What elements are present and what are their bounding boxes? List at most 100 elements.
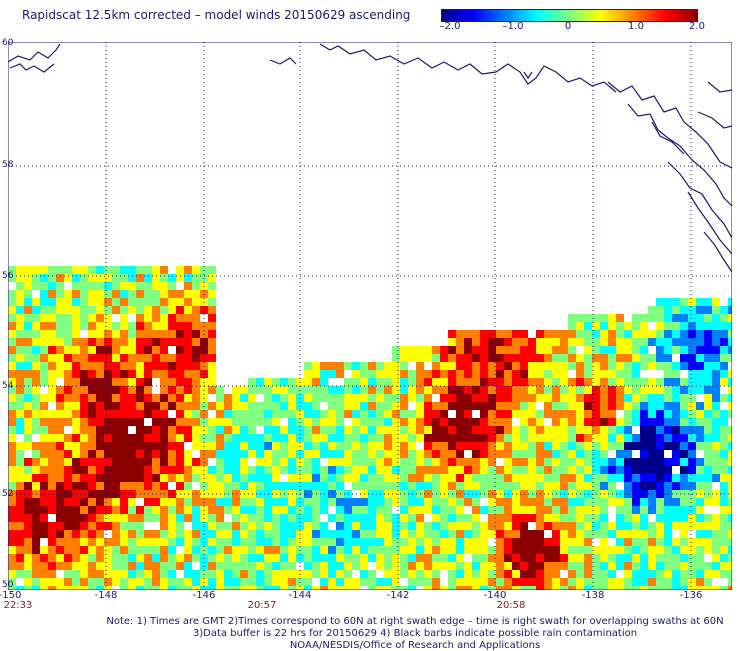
wind-cell <box>416 346 424 354</box>
wind-cell <box>272 450 280 458</box>
wind-cell <box>640 466 648 474</box>
wind-cell <box>392 586 400 590</box>
wind-cell <box>176 322 184 330</box>
wind-cell <box>248 434 256 442</box>
wind-cell <box>48 562 56 570</box>
wind-cell <box>688 498 696 506</box>
wind-cell <box>168 570 176 578</box>
wind-cell <box>496 466 504 474</box>
wind-cell <box>552 514 560 522</box>
wind-cell <box>80 346 88 354</box>
wind-cell <box>136 530 144 538</box>
wind-cell <box>536 386 544 394</box>
wind-cell <box>144 322 152 330</box>
wind-cell <box>456 426 464 434</box>
wind-cell <box>208 546 216 554</box>
wind-cell <box>704 538 712 546</box>
wind-cell <box>336 458 344 466</box>
wind-cell <box>448 530 456 538</box>
wind-cell <box>680 442 688 450</box>
wind-cell <box>376 522 384 530</box>
wind-cell <box>520 482 528 490</box>
wind-cell <box>624 330 632 338</box>
wind-cell <box>592 442 600 450</box>
wind-cell <box>680 546 688 554</box>
wind-cell <box>488 522 496 530</box>
wind-cell <box>304 386 312 394</box>
wind-cell <box>696 482 704 490</box>
wind-cell <box>72 266 80 274</box>
wind-cell <box>336 418 344 426</box>
wind-cell <box>696 410 704 418</box>
wind-cell <box>176 370 184 378</box>
wind-cell <box>344 410 352 418</box>
wind-cell <box>680 522 688 530</box>
wind-cell <box>96 426 104 434</box>
wind-cell <box>264 426 272 434</box>
wind-cell <box>120 442 128 450</box>
wind-cell <box>96 378 104 386</box>
wind-cell <box>584 514 592 522</box>
wind-cell <box>88 378 96 386</box>
wind-cell <box>160 378 168 386</box>
wind-cell <box>24 298 32 306</box>
wind-cell <box>680 450 688 458</box>
wind-cell <box>544 434 552 442</box>
wind-cell <box>408 498 416 506</box>
wind-cell <box>520 362 528 370</box>
wind-cell <box>496 426 504 434</box>
wind-cell <box>568 450 576 458</box>
wind-cell <box>216 402 224 410</box>
wind-cell <box>584 570 592 578</box>
wind-cell <box>368 442 376 450</box>
wind-cell <box>600 394 608 402</box>
wind-cell <box>368 426 376 434</box>
wind-cell <box>64 434 72 442</box>
wind-cell <box>40 466 48 474</box>
wind-cell <box>144 314 152 322</box>
wind-cell <box>224 578 232 586</box>
wind-cell <box>608 370 616 378</box>
wind-cell <box>528 482 536 490</box>
wind-cell <box>632 482 640 490</box>
wind-cell <box>400 466 408 474</box>
wind-cell <box>360 514 368 522</box>
wind-cell <box>104 538 112 546</box>
wind-cell <box>128 562 136 570</box>
wind-cell <box>504 482 512 490</box>
wind-cell <box>664 554 672 562</box>
wind-cell <box>40 338 48 346</box>
wind-cell <box>392 570 400 578</box>
wind-cell <box>56 362 64 370</box>
wind-cell <box>112 450 120 458</box>
wind-cell <box>520 562 528 570</box>
wind-cell <box>424 354 432 362</box>
wind-cell <box>704 498 712 506</box>
wind-cell <box>64 442 72 450</box>
wind-cell <box>248 418 256 426</box>
wind-cell <box>288 378 296 386</box>
wind-cell <box>88 402 96 410</box>
wind-cell <box>176 386 184 394</box>
wind-cell <box>176 506 184 514</box>
wind-cell <box>592 554 600 562</box>
wind-cell <box>264 442 272 450</box>
wind-cell <box>352 554 360 562</box>
wind-cell <box>624 426 632 434</box>
wind-cell <box>248 538 256 546</box>
wind-cell <box>488 410 496 418</box>
wind-cell <box>352 402 360 410</box>
wind-cell <box>184 298 192 306</box>
wind-cell <box>448 498 456 506</box>
wind-cell <box>8 322 16 330</box>
wind-cell <box>336 522 344 530</box>
wind-cell <box>320 450 328 458</box>
wind-cell <box>664 546 672 554</box>
wind-cell <box>152 322 160 330</box>
wind-cell <box>632 498 640 506</box>
wind-cell <box>24 578 32 586</box>
wind-cell <box>32 514 40 522</box>
wind-cell <box>336 530 344 538</box>
wind-cell <box>416 562 424 570</box>
wind-cell <box>8 538 16 546</box>
